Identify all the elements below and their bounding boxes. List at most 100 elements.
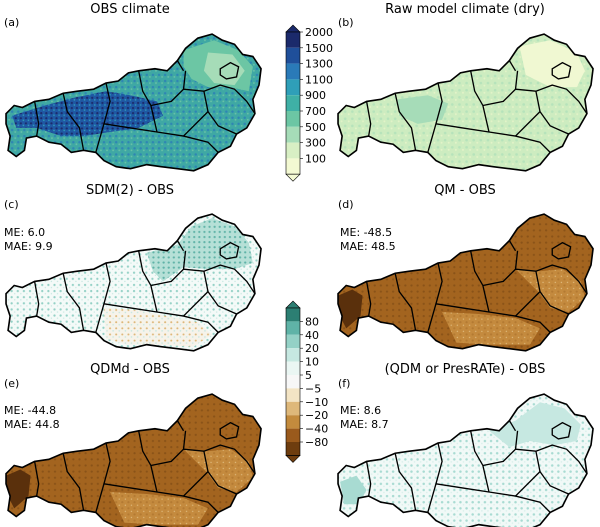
climate-cbar-segment [286,126,300,143]
diff-cbar-tick-label: −40 [305,423,328,436]
panel-c-letter: (c) [4,198,19,211]
vienna-border [219,61,240,80]
panel-d-letter: (d) [338,198,354,211]
state-border [515,111,541,137]
state-border [515,444,588,475]
climate-cbar-segment [286,111,300,127]
climate-cbar-segment [286,63,300,80]
state-border [508,60,517,72]
diff-cbar-tick-label: −5 [305,382,321,395]
state-border [427,442,443,513]
map-region-c-1 [103,307,213,347]
state-border [482,70,519,107]
diff-cbar-tick-label: 40 [305,329,319,342]
state-border [435,123,551,153]
panel-c-me: ME: 6.0 [4,226,46,239]
map-region-c-0 [146,218,253,282]
state-border [394,273,417,331]
state-border [183,444,256,475]
state-border [515,84,588,115]
diff-cbar-tick-label: −80 [305,436,328,449]
state-border [176,60,185,72]
state-border [508,240,517,252]
country-border [337,213,594,352]
state-border [150,430,187,467]
diff-cbar-segment [286,428,300,442]
state-border [203,271,237,315]
panel-f-me: ME: 8.6 [340,404,382,417]
country-border [337,33,594,172]
state-border [62,453,85,511]
state-border [515,291,541,317]
panel-e-me: ME: -44.8 [4,404,57,417]
state-border [150,70,187,107]
map-region-d-1 [442,312,540,345]
map-region-f-0 [489,402,581,448]
diff-cbar-segment [286,442,300,456]
state-border [137,70,158,133]
diff-cbar-tick-label: 10 [305,356,319,369]
state-border [515,471,541,497]
state-border [183,111,209,137]
panel-e-title: QDMd - OBS [90,362,170,377]
state-border [95,82,111,153]
map-fill-e [6,394,262,527]
country-border [5,33,262,172]
diff-cbar-segment [286,415,300,429]
climate-cbar-tick-label: 1100 [305,73,333,86]
climate-cbar-segment [286,142,300,159]
diff-cbar-segment [286,321,300,335]
state-border [183,291,209,317]
state-border [176,420,185,432]
map-panel-d [337,213,594,352]
state-border [535,91,569,135]
map-panel-b [337,33,594,172]
state-border [137,250,158,313]
colorbar-climate: 2000 1500 1300 1100 900 700 500 300 100 [285,24,333,182]
vienna-border [551,61,572,80]
state-border [183,84,256,115]
state-border [33,461,40,497]
state-border [103,483,219,513]
state-border [482,250,519,287]
map-fill-d [338,214,594,351]
map-panel-f [337,393,594,527]
state-border [535,271,569,315]
climate-cbar-segment [286,158,300,175]
state-border [95,262,111,333]
country-border [337,393,594,527]
state-border [427,262,443,333]
state-border [469,70,490,133]
state-border [183,471,209,497]
map-region-e-2 [6,469,31,509]
panel-c-mae: MAE: 9.9 [4,240,53,253]
vienna-border [551,241,572,260]
map-region-d-0 [515,269,585,312]
state-border [176,240,185,252]
state-border [469,250,490,313]
panel-d-mae: MAE: 48.5 [340,240,396,253]
state-border [535,451,569,495]
panel-b-letter: (b) [338,16,354,29]
panel-d-title: QM - OBS [434,183,496,198]
state-border [365,101,372,137]
climate-cbar-tick-label: 100 [305,152,326,165]
vienna-border [219,241,240,260]
diff-cbar-tick-label: 80 [305,315,319,328]
climate-cbar-segment [286,32,300,48]
state-border [435,303,551,333]
state-border [95,442,111,513]
panel-f-title: (QDM or PresRATe) - OBS [384,362,546,377]
state-border [515,264,588,295]
diff-cbar-extend-max [285,300,301,309]
climate-cbar-tick-label: 2000 [305,26,333,39]
state-border [33,101,40,137]
diff-cbar-segment [286,361,300,375]
vienna-border [219,421,240,440]
panel-e-mae: MAE: 44.8 [4,418,60,431]
climate-cbar-tick-label: 500 [305,121,326,134]
panel-d-me: ME: -48.5 [340,226,393,239]
panel-b-title: Raw model climate (dry) [385,2,545,17]
diff-cbar-tick-label: −20 [305,409,328,422]
